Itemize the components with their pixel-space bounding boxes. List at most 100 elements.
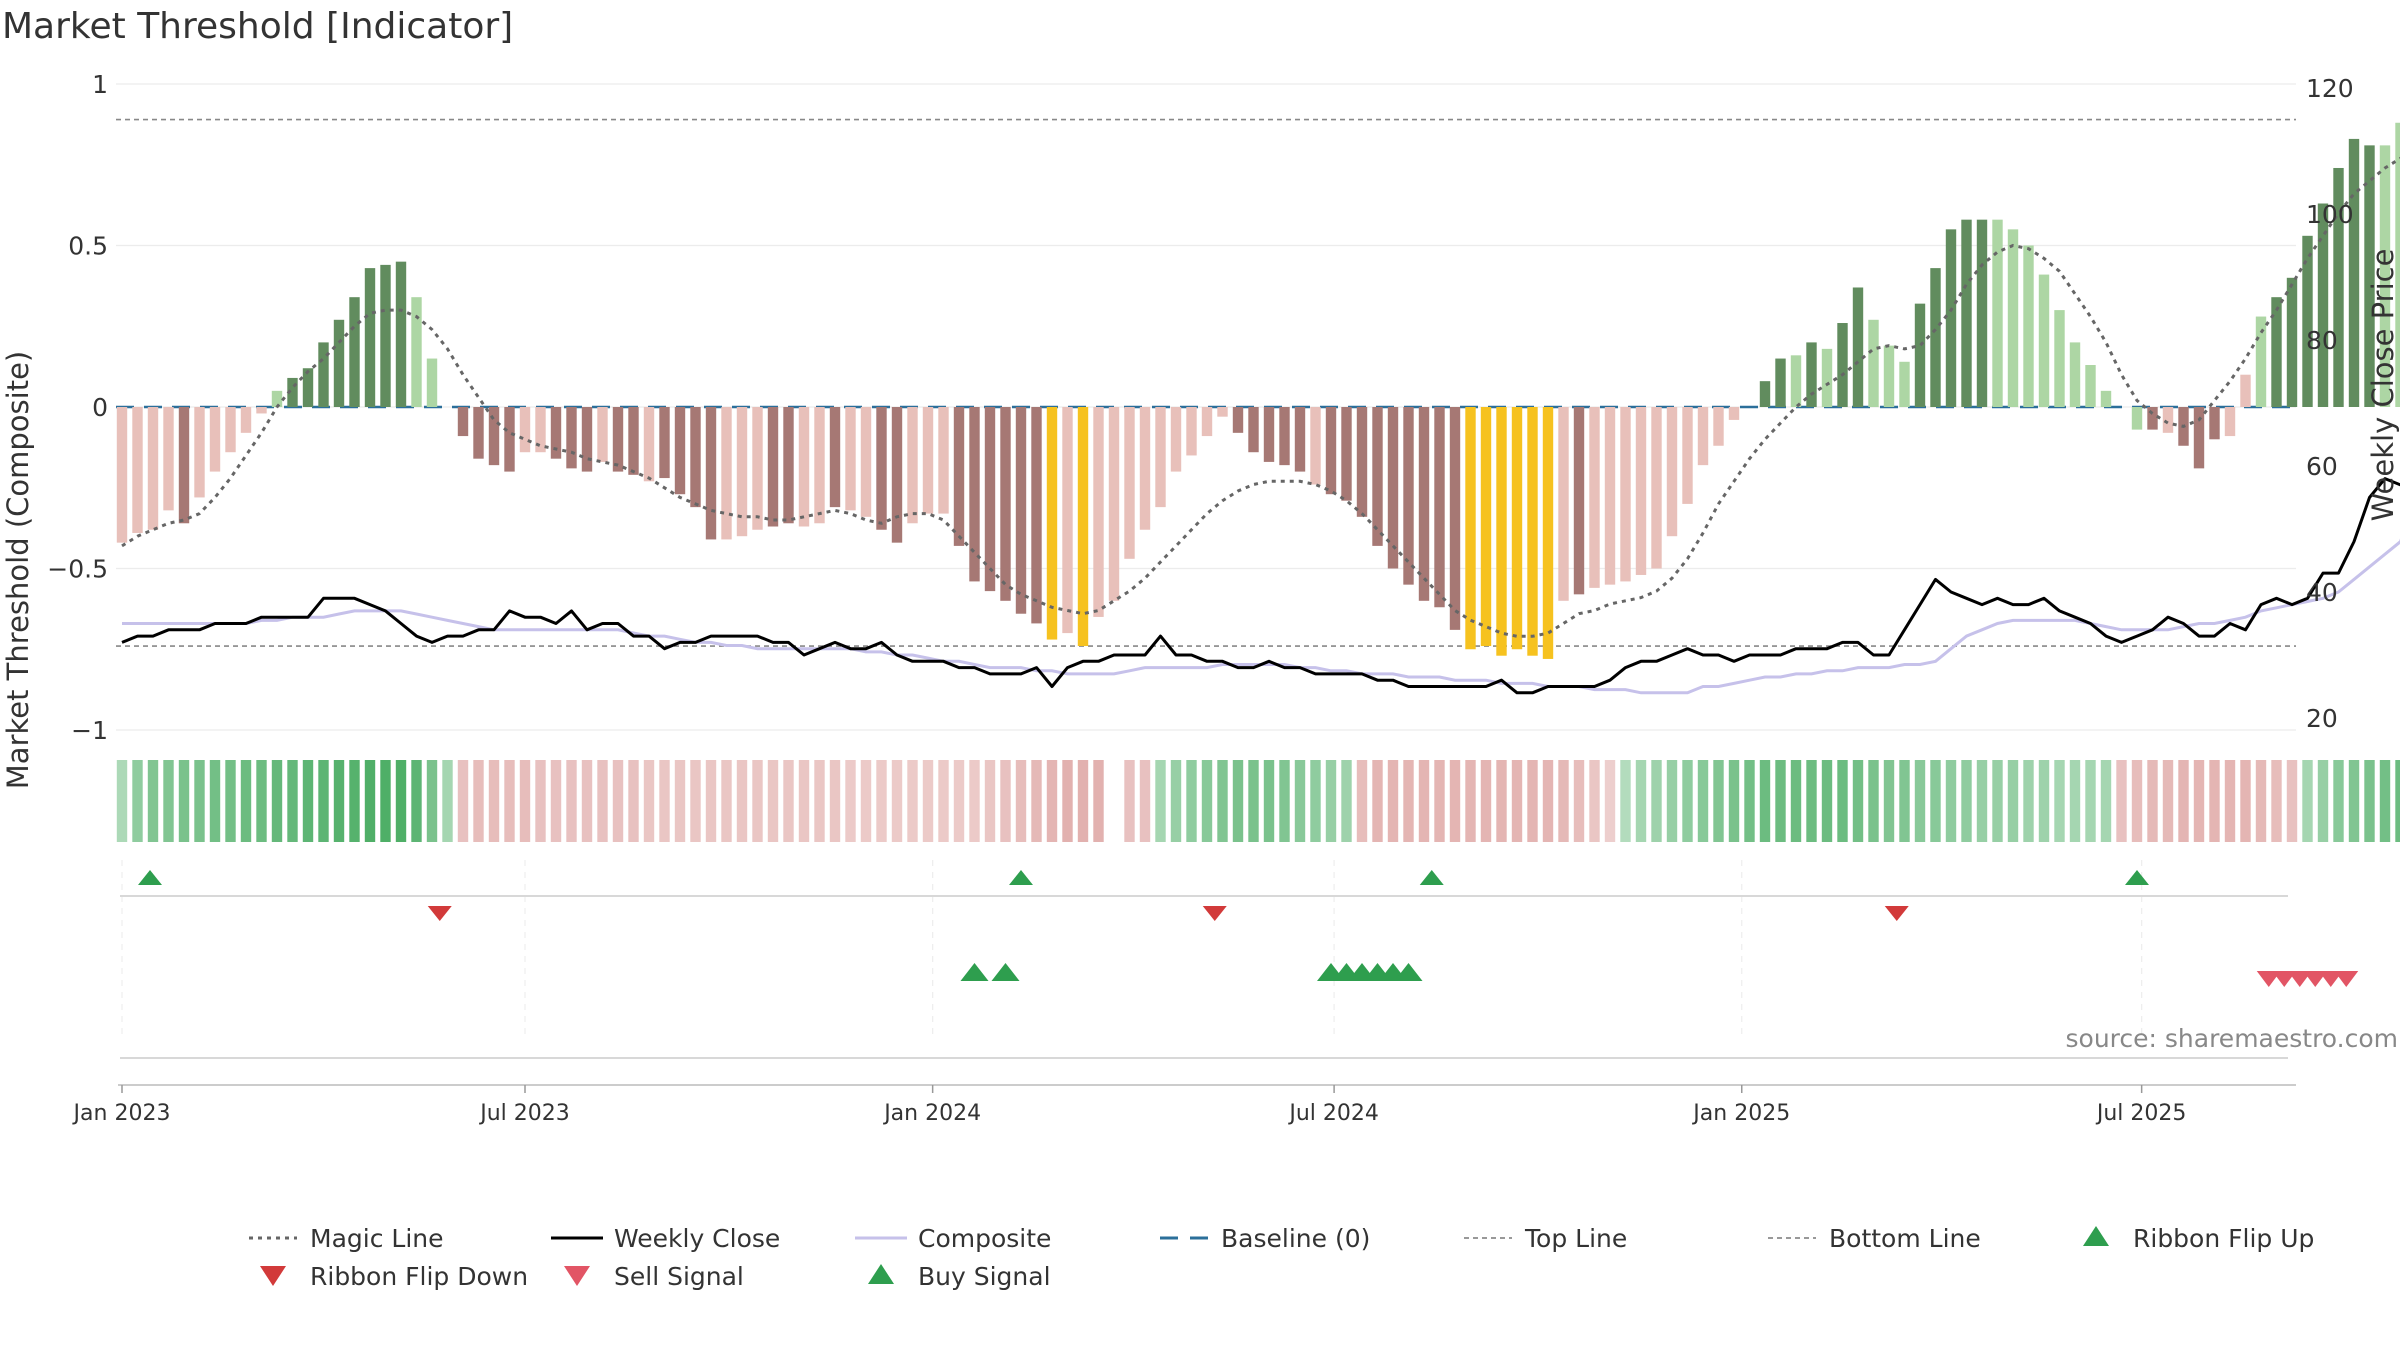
- ribbon-cell: [318, 760, 329, 842]
- legend: Magic Line Weekly Close Composite Baseline …: [249, 1224, 2314, 1291]
- ribbon-cell: [721, 760, 732, 842]
- ribbon-cell: [860, 760, 872, 842]
- composite-bar: [2286, 277, 2298, 407]
- ribbon-cell: [1759, 760, 1771, 842]
- ribbon-cell: [209, 760, 221, 842]
- ribbon-cell: [907, 760, 918, 842]
- ribbon-cell: [752, 760, 763, 842]
- buy-signal-marker: [991, 963, 1020, 981]
- composite-bar: [2271, 297, 2282, 407]
- ribbon-cell: [519, 760, 531, 842]
- ribbon-cell: [1651, 760, 1662, 842]
- left-tick-label: 0: [92, 393, 108, 422]
- composite-bar: [1527, 407, 1538, 656]
- ribbon-cell: [411, 760, 422, 842]
- ribbon-cell: [767, 760, 779, 842]
- ribbon-cell: [690, 760, 701, 842]
- composite-bar: [1124, 407, 1135, 559]
- composite-bar: [1899, 361, 1910, 407]
- ribbon-cell: [1294, 760, 1306, 842]
- ribbon-cell: [1387, 760, 1399, 842]
- ribbon-cell: [426, 760, 438, 842]
- composite-bar: [705, 407, 717, 540]
- ribbon-cell: [1682, 760, 1693, 842]
- composite-bar: [395, 261, 407, 407]
- ribbon-cell: [1961, 760, 1972, 842]
- ribbon-cell: [1666, 760, 1678, 842]
- ribbon-cell: [1511, 760, 1523, 842]
- composite-bar: [209, 407, 221, 472]
- legend-item: Weekly Close: [551, 1224, 780, 1253]
- ribbon-cell: [240, 760, 252, 842]
- composite-bar: [566, 407, 577, 469]
- composite-bar: [1325, 407, 1337, 495]
- composite-bar: [1666, 407, 1678, 537]
- composite-bar: [612, 407, 624, 472]
- date-tick-label: Jul 2025: [2095, 1101, 2187, 1126]
- composite-bar: [256, 407, 267, 414]
- composite-bar: [2147, 407, 2158, 430]
- composite-bar: [1961, 219, 1972, 407]
- legend-item: Bottom Line: [1768, 1224, 1981, 1253]
- ribbon-cell: [1093, 760, 1104, 842]
- ribbon-cell: [1465, 760, 1476, 842]
- ribbon-cell: [1372, 760, 1383, 842]
- ribbon-cell: [550, 760, 562, 842]
- composite-bar: [2100, 390, 2112, 407]
- ribbon-cell: [1434, 760, 1445, 842]
- ribbon-cell: [783, 760, 794, 842]
- ribbon-cell: [1744, 760, 1755, 842]
- ribbon-cell: [922, 760, 934, 842]
- ribbon-cell: [132, 760, 143, 842]
- composite-bar: [1589, 407, 1600, 588]
- composite-bar: [380, 264, 391, 407]
- composite-bar: [2224, 407, 2236, 437]
- legend-label: Bottom Line: [1829, 1224, 1981, 1253]
- ribbon-cell: [2333, 760, 2344, 842]
- composite-bar: [1108, 407, 1120, 601]
- date-tick-label: Jul 2024: [1287, 1101, 1379, 1126]
- composite-bar: [2333, 167, 2344, 407]
- composite-bar: [1682, 407, 1693, 504]
- legend-item: Ribbon Flip Down: [260, 1262, 528, 1291]
- ribbon-cell: [1496, 760, 1507, 842]
- ribbon-cell: [984, 760, 996, 842]
- ribbon-cell: [1124, 760, 1135, 842]
- ribbon-cell: [2364, 760, 2375, 842]
- composite-bar: [1945, 229, 1957, 407]
- legend-swatch: [564, 1266, 590, 1286]
- composite-bar: [2131, 407, 2143, 430]
- ribbon-cell: [2178, 760, 2189, 842]
- composite-bar: [163, 407, 174, 511]
- ribbon-cell: [612, 760, 624, 842]
- ribbon-cell: [1542, 760, 1554, 842]
- left-axis-ticks: 1 0.5 0 −0.5 −1: [47, 70, 108, 745]
- composite-bar: [581, 407, 593, 472]
- ribbon-cell: [2209, 760, 2220, 842]
- right-axis-ticks: 120 100 80 60 40 20: [2306, 74, 2354, 733]
- composite-bar: [302, 368, 314, 407]
- composite-bar: [1015, 407, 1027, 614]
- ribbon-cell: [1790, 760, 1802, 842]
- ribbon-flip-up-marker: [138, 870, 162, 885]
- ribbon-cell: [1403, 760, 1414, 842]
- ribbon-cell: [2193, 760, 2205, 842]
- composite-bar: [2054, 310, 2065, 407]
- date-tick-label: Jan 2025: [1691, 1101, 1790, 1126]
- composite-bar: [1759, 381, 1771, 407]
- ribbon-cell: [488, 760, 500, 842]
- composite-bar: [240, 407, 252, 433]
- ribbon-cell: [705, 760, 717, 842]
- composite-bar: [1697, 407, 1709, 466]
- composite-bar: [953, 407, 965, 546]
- ribbon-cell: [891, 760, 903, 842]
- composite-bar: [2317, 203, 2329, 407]
- ribbon-cell: [1899, 760, 1910, 842]
- source-credit: source: sharemaestro.com: [2066, 1024, 2399, 1053]
- composite-bar: [1604, 407, 1616, 585]
- ribbon-cell: [256, 760, 267, 842]
- left-tick-label: −1: [71, 716, 108, 745]
- ribbon-cell: [581, 760, 593, 842]
- composite-bar: [2209, 407, 2220, 440]
- right-tick-label: 60: [2306, 452, 2338, 481]
